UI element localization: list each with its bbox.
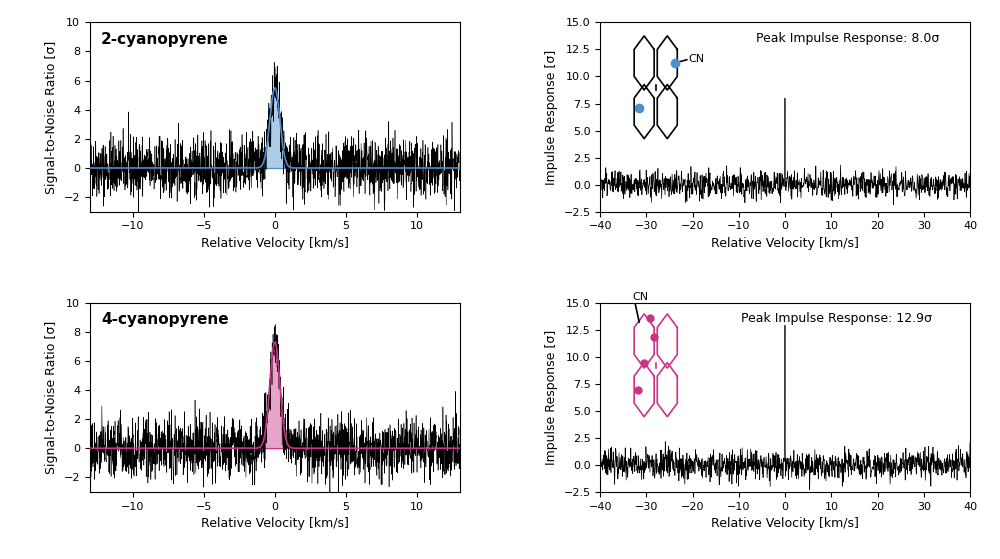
X-axis label: Relative Velocity [km/s]: Relative Velocity [km/s] [201, 517, 349, 530]
Y-axis label: Signal-to-Noise Ratio [σ]: Signal-to-Noise Ratio [σ] [45, 321, 58, 474]
Y-axis label: Impulse Response [σ]: Impulse Response [σ] [545, 330, 558, 465]
Y-axis label: Signal-to-Noise Ratio [σ]: Signal-to-Noise Ratio [σ] [45, 40, 58, 193]
X-axis label: Relative Velocity [km/s]: Relative Velocity [km/s] [711, 517, 859, 530]
Text: CN: CN [688, 54, 704, 64]
Text: 4-cyanopyrene: 4-cyanopyrene [101, 312, 229, 327]
Text: Peak Impulse Response: 8.0σ: Peak Impulse Response: 8.0σ [756, 32, 939, 45]
Y-axis label: Impulse Response [σ]: Impulse Response [σ] [545, 49, 558, 184]
X-axis label: Relative Velocity [km/s]: Relative Velocity [km/s] [711, 237, 859, 250]
Text: CN: CN [632, 292, 648, 302]
Text: Peak Impulse Response: 12.9σ: Peak Impulse Response: 12.9σ [741, 312, 932, 325]
Text: 2-cyanopyrene: 2-cyanopyrene [101, 32, 229, 47]
X-axis label: Relative Velocity [km/s]: Relative Velocity [km/s] [201, 237, 349, 250]
